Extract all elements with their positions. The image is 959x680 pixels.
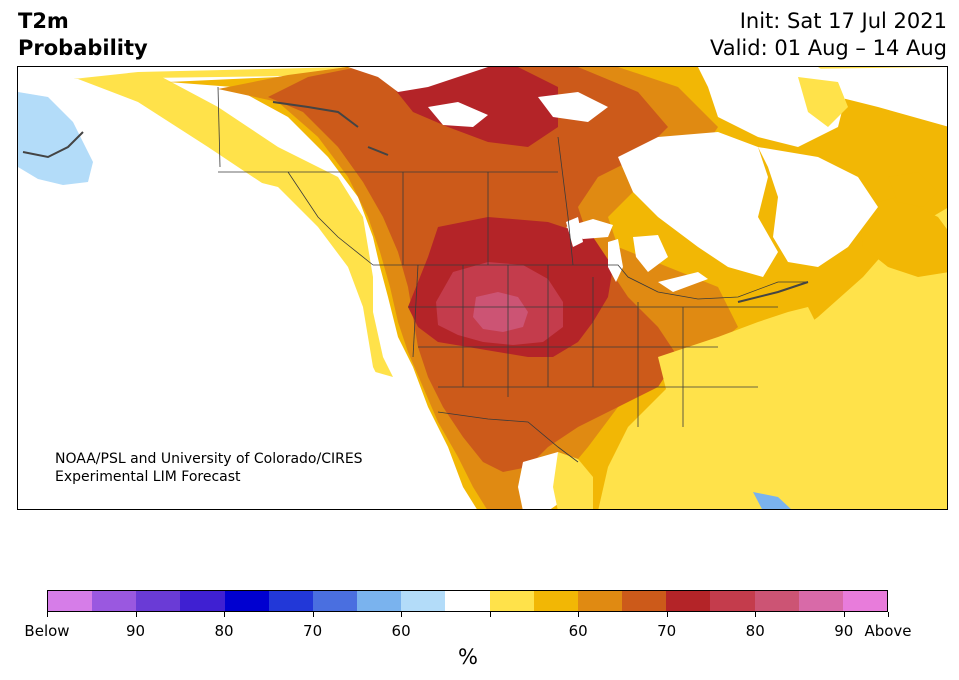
init-date: Init: Sat 17 Jul 2021 <box>739 9 947 33</box>
credit-text: NOAA/PSL and University of Colorado/CIRE… <box>55 450 363 486</box>
colorbar-segment <box>136 591 181 611</box>
colorbar-segment <box>401 591 446 611</box>
colorbar-tick-label: 80 <box>745 622 765 640</box>
colorbar-tick-label: Above <box>864 622 912 640</box>
colorbar-tick <box>755 612 757 617</box>
colorbar-segment <box>357 591 402 611</box>
colorbar-tick <box>489 612 491 617</box>
newfoundland-gold <box>888 172 938 207</box>
mexico-yellow <box>553 452 593 509</box>
map-panel <box>17 66 948 510</box>
lake-michigan <box>608 239 623 282</box>
forecast-dates: Init: Sat 17 Jul 2021 Valid: 01 Aug – 14… <box>710 8 947 62</box>
colorbar-tick-label: 80 <box>214 622 234 640</box>
coastlines <box>22 101 809 303</box>
colorbar <box>47 590 888 612</box>
canada-us-border <box>373 264 808 300</box>
arctic-coast-line <box>272 101 359 128</box>
colorbar-tick <box>135 612 137 617</box>
colorbar-segment <box>312 591 358 611</box>
colorbar-segment <box>533 591 578 611</box>
colorbar-segment <box>180 591 225 611</box>
lake-huron <box>633 235 668 272</box>
bc-alberta-border <box>287 171 374 266</box>
colorbar-segment <box>710 591 755 611</box>
colorbar-segment <box>798 591 843 611</box>
colorbar-tick-label: 90 <box>125 622 146 640</box>
colorbar-tick-label: Below <box>24 622 70 640</box>
title-line-1: T2m <box>18 9 69 33</box>
probability-map <box>18 67 947 509</box>
valid-date: Valid: 01 Aug – 14 Aug <box>709 36 947 60</box>
zone-red <box>393 67 558 147</box>
colorbar-tick-label: 70 <box>657 622 677 640</box>
credit-line-1: NOAA/PSL and University of Colorado/CIRE… <box>55 451 363 467</box>
hudson-bay <box>618 132 778 277</box>
colorbar-segment <box>842 591 887 611</box>
colorbar-tick-label: 60 <box>568 622 588 640</box>
colorbar-segment <box>48 591 93 611</box>
colorbar-tick <box>47 612 48 617</box>
st-lawrence-line <box>737 281 809 303</box>
colorbar-segment <box>577 591 623 611</box>
political-boundaries <box>217 86 808 463</box>
colorbar-tick-label: 60 <box>391 622 411 640</box>
colorbar-tick <box>843 612 845 617</box>
hudson-coast-line <box>367 146 389 156</box>
quebec-white <box>758 147 878 267</box>
arctic-island-2 <box>428 102 488 127</box>
alaska-small-blue <box>18 135 36 159</box>
alaska-border <box>217 86 221 168</box>
colorbar-segment <box>224 591 269 611</box>
us-mexico-border <box>437 411 579 463</box>
colorbar-ticks <box>47 612 889 620</box>
arctic-islands <box>348 67 488 92</box>
arctic-island-3 <box>538 92 608 122</box>
maritimes-gold <box>858 197 947 277</box>
colorbar-tick <box>888 612 889 617</box>
lake-erie <box>658 272 708 292</box>
colorbar-tick <box>401 612 403 617</box>
colorbar-tick <box>312 612 314 617</box>
pacific-ocean-west <box>18 172 458 509</box>
east-coast-yellow <box>658 307 818 422</box>
lake-winnipeg <box>566 217 583 247</box>
colorbar-tick <box>578 612 580 617</box>
alaska-below-region <box>18 92 93 185</box>
title-line-2: Probability <box>18 36 148 60</box>
us-state-line-1 <box>412 264 419 358</box>
colorbar-segment <box>268 591 313 611</box>
greenland-yellow <box>798 77 848 127</box>
colorbar-tick-label: 90 <box>834 622 854 640</box>
colorbar-tick <box>224 612 226 617</box>
colorbar-segment <box>489 591 534 611</box>
colorbar-tick-label: 70 <box>303 622 323 640</box>
colorbar-segment <box>754 591 799 611</box>
manitoba-ontario-border <box>557 136 574 266</box>
credit-line-2: Experimental LIM Forecast <box>55 469 241 485</box>
alaska-coast-line <box>22 131 84 159</box>
colorbar-tick <box>666 612 668 617</box>
map-title: T2m Probability <box>18 8 148 62</box>
colorbar-segment <box>445 591 490 611</box>
colorbar-segment <box>92 591 137 611</box>
colorbar-segment <box>666 591 711 611</box>
colorbar-segment <box>622 591 667 611</box>
central-america-blue <box>753 492 791 509</box>
colorbar-units: % <box>458 645 478 669</box>
zone-pink <box>473 292 528 332</box>
